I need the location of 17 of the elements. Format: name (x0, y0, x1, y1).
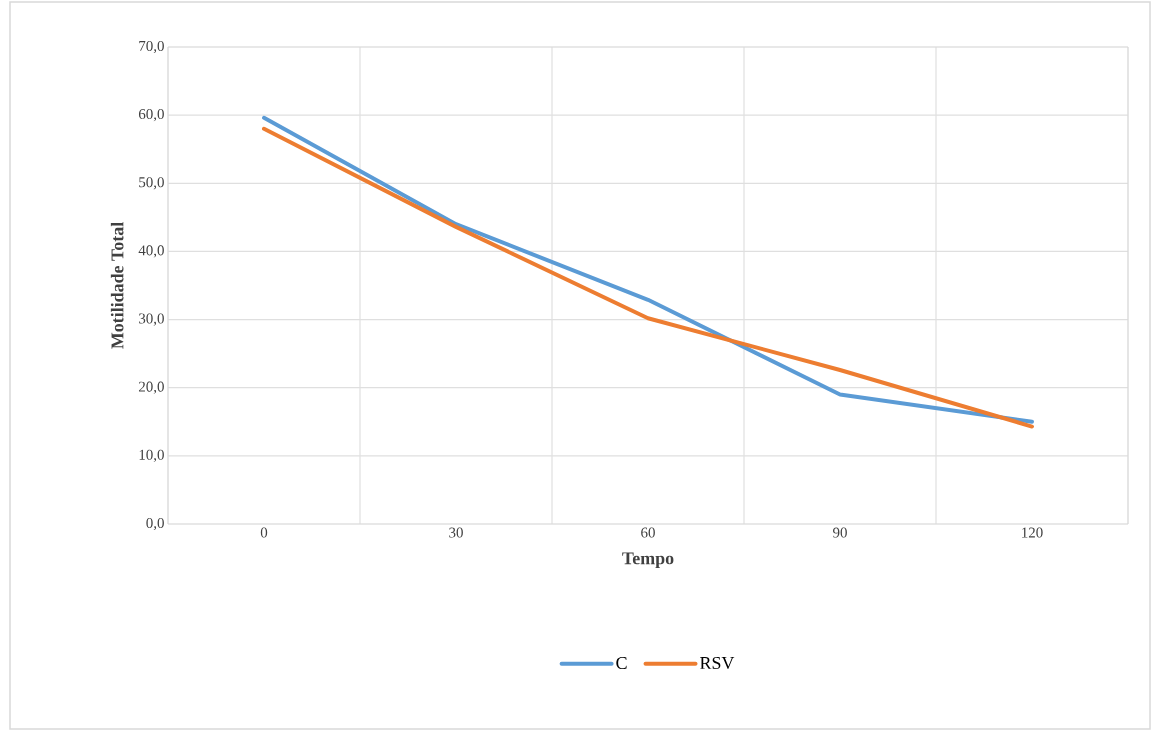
legend-label: RSV (700, 656, 735, 670)
x-axis-title: Tempo (622, 552, 674, 568)
legend-label: C (616, 656, 627, 670)
x-tick-label: 120 (1022, 527, 1043, 538)
y-tick-label: 10,0 (139, 449, 164, 462)
y-tick-label: 40,0 (138, 245, 164, 258)
x-tick-label: 30 (449, 527, 463, 538)
y-axis-title: Motilidade Total (110, 222, 124, 349)
y-tick-label: 70,0 (139, 40, 164, 54)
x-tick-label: 0 (260, 527, 268, 538)
x-tick-label: 90 (833, 527, 847, 538)
y-tick-label: 0,0 (146, 517, 164, 531)
y-tick-label: 20,0 (138, 381, 164, 394)
x-tick-label: 60 (641, 527, 655, 538)
y-tick-label: 30,0 (139, 313, 164, 326)
y-tick-label: 50,0 (139, 177, 164, 190)
y-tick-label: 60,0 (138, 109, 164, 122)
